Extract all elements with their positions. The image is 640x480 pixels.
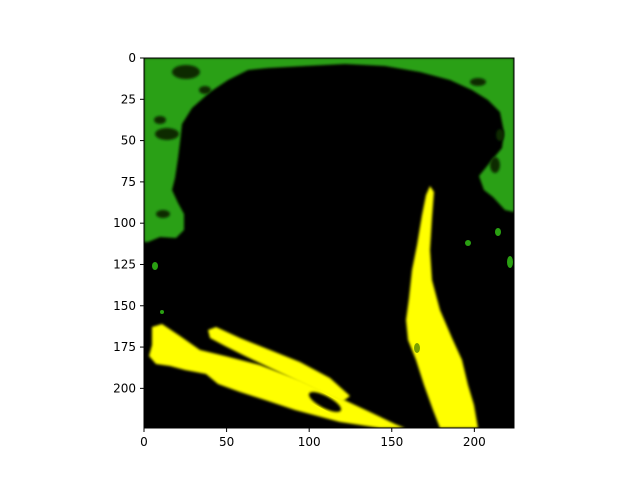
yellow-band-upper	[208, 327, 350, 402]
x-tick-label: 200	[463, 435, 486, 449]
y-tick-label: 175	[113, 340, 136, 354]
y-tick-label: 50	[121, 134, 136, 148]
x-tick-label: 0	[140, 435, 148, 449]
x-tick-label: 150	[380, 435, 403, 449]
y-tick-label: 75	[121, 175, 136, 189]
y-tick-label: 0	[128, 51, 136, 65]
y-tick-label: 100	[113, 216, 136, 230]
dark-spots	[154, 65, 504, 218]
yellow-streak-right	[406, 186, 478, 428]
y-tick-label: 125	[113, 257, 136, 271]
x-tick-label: 50	[219, 435, 234, 449]
dark-gap	[308, 392, 342, 412]
y-tick-label: 25	[121, 92, 136, 106]
y-axis: 0 25 50 75 100 125 150 175 200	[113, 51, 144, 395]
image-panel	[144, 58, 514, 428]
x-axis: 0 50 100 150 200	[140, 428, 486, 449]
y-tick-label: 200	[113, 381, 136, 395]
y-tick-label: 150	[113, 299, 136, 313]
x-tick-label: 100	[298, 435, 321, 449]
yellow-band-lower-left	[149, 324, 405, 428]
axes-frame	[143, 57, 515, 429]
streak-speck	[414, 343, 420, 353]
